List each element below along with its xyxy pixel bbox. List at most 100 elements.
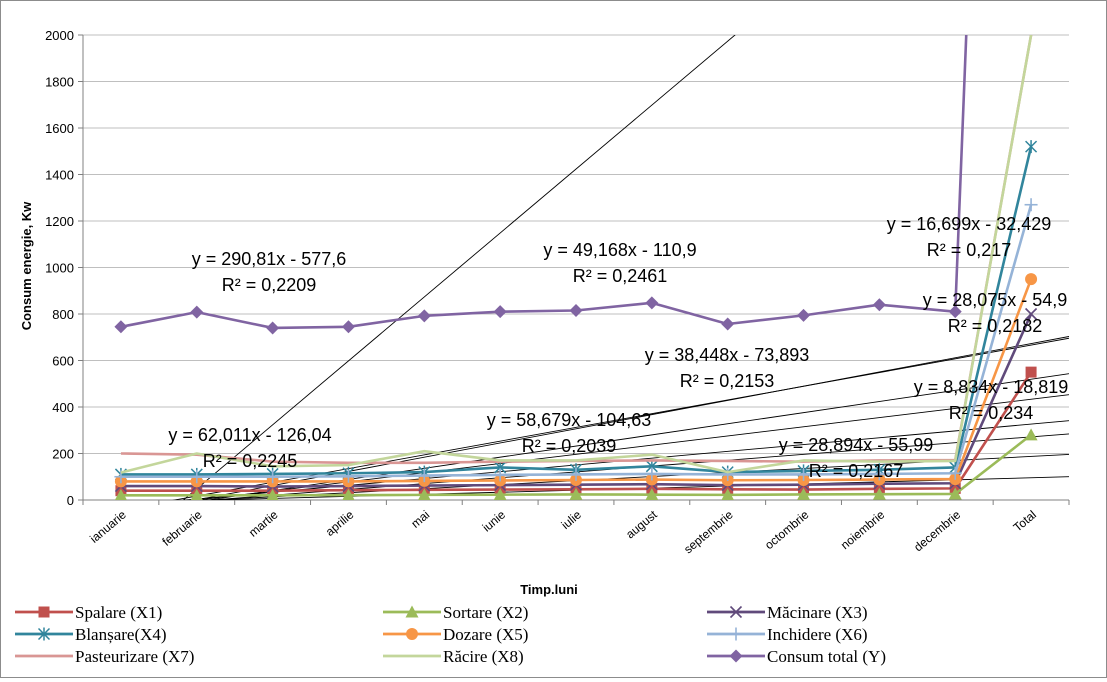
legend-swatch-marker bbox=[37, 627, 51, 641]
point-macinare-x3 bbox=[1025, 307, 1038, 321]
trendline-equation: y = 62,011x - 126,04 bbox=[168, 425, 331, 445]
x-tick-label: aprilie bbox=[323, 507, 357, 539]
x-tick-label: septembrie bbox=[681, 507, 736, 556]
point-consum-total-y bbox=[266, 321, 280, 335]
legend-item-consum-total-y: Consum total (Y) bbox=[707, 647, 886, 666]
y-tick-label: 200 bbox=[52, 447, 74, 462]
legend-label: Pasteurizare (X7) bbox=[75, 647, 194, 666]
point-consum-total-y bbox=[569, 304, 583, 318]
point-consum-total-y bbox=[872, 298, 886, 312]
trendline-equation: y = 28,894x - 55,99 bbox=[779, 435, 934, 455]
point-sortare-x2 bbox=[872, 487, 886, 500]
point-sortare-x2 bbox=[190, 488, 203, 500]
point-inchidere-x6 bbox=[645, 467, 659, 481]
point-sortare-x2 bbox=[493, 488, 507, 500]
point-blansare-x4 bbox=[1025, 140, 1038, 154]
trendline-r2: R² = 0,2182 bbox=[948, 316, 1043, 336]
trendline-equation: y = 28,075x - 54,9 bbox=[923, 290, 1068, 310]
legend-swatch-marker bbox=[406, 628, 418, 640]
trendline-equation: y = 38,448x - 73,893 bbox=[645, 345, 810, 365]
y-tick-label: 1200 bbox=[45, 214, 74, 229]
trendline-equation: y = 290,81x - 577,6 bbox=[192, 249, 347, 269]
point-inchidere-x6 bbox=[721, 467, 735, 481]
trendline-labels: y = 290,81x - 577,6 R² = 0,2209 y = 49,168… bbox=[168, 214, 1068, 481]
point-inchidere-x6 bbox=[569, 467, 583, 481]
legend-label: Inchidere (X6) bbox=[767, 625, 868, 644]
point-sortare-x2 bbox=[1024, 428, 1038, 441]
point-inchidere-x6 bbox=[797, 467, 811, 481]
trendline-r2: R² = 0,217 bbox=[927, 240, 1012, 260]
x-tick-label: Total bbox=[1011, 508, 1039, 535]
legend-label: Dozare (X5) bbox=[443, 625, 528, 644]
point-inchidere-x6 bbox=[948, 466, 962, 480]
point-inchidere-x6 bbox=[341, 469, 355, 483]
point-sortare-x2 bbox=[721, 488, 734, 500]
point-sortare-x2 bbox=[114, 488, 127, 500]
x-tick-label: mai bbox=[408, 508, 432, 531]
x-tick-label: februarie bbox=[159, 507, 205, 548]
legend-item-racire-x8: Răcire (X8) bbox=[383, 647, 524, 666]
y-axis-title: Consum energie, Kw bbox=[19, 201, 34, 330]
legend-label: Măcinare (X3) bbox=[767, 603, 868, 622]
legend-item-sortare-x2: Sortare (X2) bbox=[383, 603, 528, 622]
trendline-racire-x8 bbox=[193, 336, 1069, 500]
x-tick-label: noiembrie bbox=[838, 507, 888, 552]
trendline-consum-total-y bbox=[182, 35, 736, 500]
legend-label: Consum total (Y) bbox=[767, 647, 886, 666]
legend-swatch-marker-b bbox=[729, 605, 743, 619]
legend-label: Spalare (X1) bbox=[75, 603, 162, 622]
point-sortare-x2 bbox=[342, 488, 355, 500]
trendline-r2: R² = 0,2245 bbox=[203, 451, 298, 471]
point-dozare-x5 bbox=[1025, 273, 1038, 286]
point-consum-total-y bbox=[948, 305, 962, 319]
x-tick-label: martie bbox=[246, 507, 281, 539]
legend-swatch-marker bbox=[729, 605, 743, 619]
legend-item-blansare-x4: Blanșare(X4) bbox=[15, 625, 167, 644]
y-tick-label: 400 bbox=[52, 400, 74, 415]
point-consum-total-y bbox=[721, 317, 735, 331]
trendline-r2: R² = 0,2039 bbox=[522, 436, 617, 456]
series-group bbox=[114, 35, 1038, 500]
point-macinare-x3-b bbox=[1025, 307, 1038, 321]
x-tick-label: decembrie bbox=[911, 507, 963, 554]
trendline-r2: R² = 0,234 bbox=[949, 403, 1034, 423]
point-sortare-x2 bbox=[645, 488, 659, 500]
point-inchidere-x6 bbox=[417, 469, 431, 483]
point-spalare-x1 bbox=[1025, 366, 1037, 378]
trendline-r2: R² = 0,2461 bbox=[573, 266, 668, 286]
point-consum-total-y bbox=[493, 305, 507, 319]
y-tick-label: 800 bbox=[52, 307, 74, 322]
y-tick-label: 0 bbox=[67, 493, 74, 508]
trendline-r2: R² = 0,2153 bbox=[680, 371, 775, 391]
point-consum-total-y bbox=[341, 320, 355, 334]
point-consum-total-y bbox=[114, 320, 128, 334]
x-axis-title: Timp.luni bbox=[520, 582, 578, 597]
trendline-r2: R² = 0,2167 bbox=[809, 461, 904, 481]
legend-swatch-marker bbox=[729, 649, 743, 663]
series-consum-total-y bbox=[114, 35, 968, 335]
y-tick-label: 1400 bbox=[45, 168, 74, 183]
trendline-equation: y = 16,699x - 32,429 bbox=[887, 214, 1052, 234]
legend-item-pasteurizare-x7: Pasteurizare (X7) bbox=[15, 647, 194, 666]
legend: Spalare (X1) Sortare (X2) Măcinare (X3) Bla… bbox=[15, 603, 886, 666]
y-tick-label: 1800 bbox=[45, 75, 74, 90]
series-racire-x8 bbox=[120, 35, 1033, 474]
point-inchidere-x6 bbox=[266, 470, 280, 484]
legend-item-spalare-x1: Spalare (X1) bbox=[15, 603, 162, 622]
point-consum-total-y bbox=[190, 305, 204, 319]
y-tick-label: 600 bbox=[52, 354, 74, 369]
point-inchidere-x6 bbox=[1024, 198, 1038, 212]
x-tick-label: ianuarie bbox=[87, 507, 129, 545]
legend-label: Răcire (X8) bbox=[443, 647, 524, 666]
y-tick-label: 2000 bbox=[45, 28, 74, 43]
legend-swatch-marker bbox=[38, 606, 50, 618]
point-sortare-x2 bbox=[948, 487, 962, 500]
point-inchidere-x6 bbox=[872, 467, 886, 481]
point-inchidere-x6 bbox=[493, 468, 507, 482]
legend-swatch-marker bbox=[729, 627, 743, 641]
legend-label: Blanșare(X4) bbox=[75, 625, 167, 644]
point-sortare-x2 bbox=[418, 488, 431, 500]
point-sortare-x2 bbox=[569, 487, 583, 500]
